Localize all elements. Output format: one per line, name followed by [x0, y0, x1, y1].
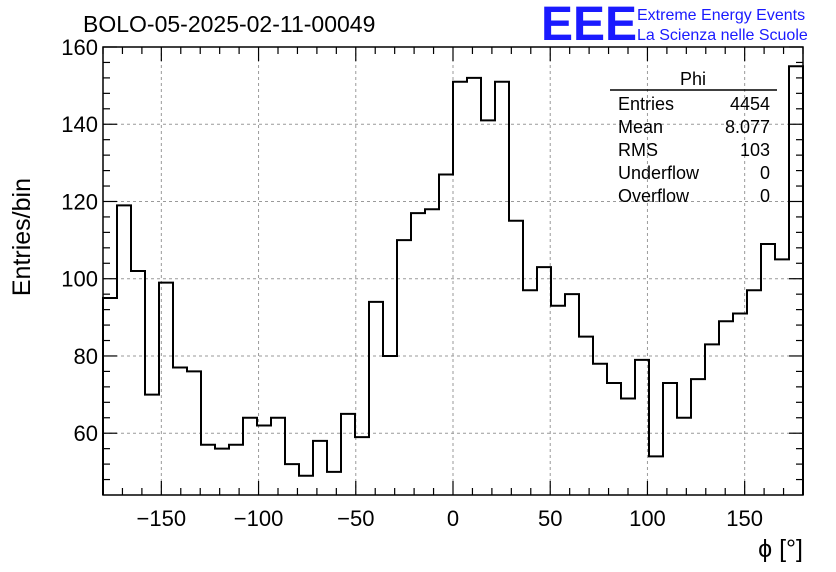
- y-tick-label: 120: [61, 189, 98, 214]
- y-tick-labels: 60 80 100 120 140 160: [61, 35, 98, 446]
- stats-box: Phi Entries 4454 Mean 8.077 RMS 103 Underflow 0…: [610, 69, 777, 206]
- plot-frame: [102, 46, 804, 496]
- x-axis-title: ϕ [°]: [758, 535, 803, 563]
- stats-value: 0: [760, 163, 770, 183]
- y-tick-label: 100: [61, 267, 98, 292]
- eee-logo: EEE Extreme Energy Events La Scienza nel…: [541, 0, 808, 51]
- stats-label: RMS: [618, 140, 658, 160]
- stats-label: Mean: [618, 117, 663, 137]
- stats-box-title: Phi: [680, 69, 706, 89]
- histogram-outline: [102, 65, 804, 495]
- y-axis-title: Entries/bin: [8, 178, 36, 296]
- y-tick-label: 60: [74, 421, 98, 446]
- logo-mark: EEE: [541, 0, 637, 51]
- stats-value: 8.077: [725, 117, 770, 137]
- x-tick-label: −100: [234, 506, 284, 531]
- x-tick-label: 150: [726, 506, 763, 531]
- stats-label: Entries: [618, 94, 674, 114]
- stats-rows: Entries 4454 Mean 8.077 RMS 103 Underflow 0 Over…: [618, 94, 770, 206]
- logo-line-1: Extreme Energy Events: [637, 7, 805, 24]
- x-tick-labels: −150 −100 −50 0 50 100 150: [137, 506, 763, 531]
- x-tick-label: 100: [629, 506, 666, 531]
- stats-value: 103: [740, 140, 770, 160]
- stats-label: Overflow: [618, 186, 690, 206]
- chart-title: BOLO-05-2025-02-11-00049: [83, 11, 375, 37]
- x-tick-label: 0: [447, 506, 459, 531]
- y-tick-label: 140: [61, 112, 98, 137]
- x-tick-label: 50: [538, 506, 562, 531]
- y-tick-label: 160: [61, 35, 98, 60]
- stats-value: 0: [760, 186, 770, 206]
- y-tick-label: 80: [74, 344, 98, 369]
- stats-label: Underflow: [618, 163, 700, 183]
- x-tick-label: −150: [137, 506, 187, 531]
- x-tick-label: −50: [337, 506, 374, 531]
- logo-line-2: La Scienza nelle Scuole: [637, 27, 808, 44]
- stats-value: 4454: [730, 94, 770, 114]
